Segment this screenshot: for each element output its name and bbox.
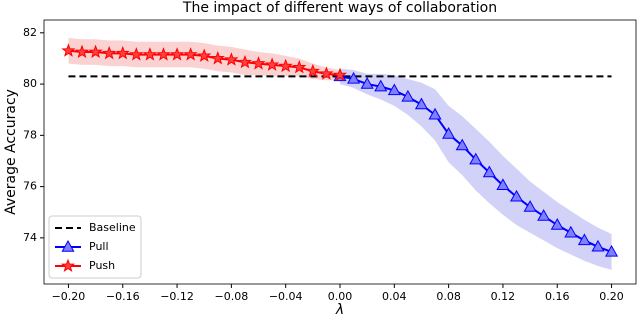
y-tick-label: 80 <box>23 77 37 90</box>
data-point <box>237 54 253 69</box>
data-point <box>564 225 578 238</box>
data-point <box>347 71 361 84</box>
legend-label: Pull <box>89 240 109 253</box>
data-point <box>265 57 280 71</box>
data-point <box>401 89 415 102</box>
data-point <box>278 58 293 73</box>
data-point <box>360 77 374 89</box>
data-point <box>442 127 456 139</box>
x-tick-label: 0.00 <box>328 290 353 303</box>
data-point <box>251 56 266 70</box>
data-point <box>88 44 103 59</box>
x-tick-label: −0.04 <box>269 290 303 303</box>
data-point <box>210 51 225 65</box>
data-point <box>197 48 212 62</box>
confidence-band <box>68 37 340 81</box>
data-point <box>374 79 388 92</box>
legend-label: Baseline <box>89 221 136 234</box>
data-point <box>156 47 171 61</box>
x-tick-label: 0.12 <box>491 290 516 303</box>
legend-marker <box>61 239 75 252</box>
data-point <box>482 165 496 178</box>
data-point <box>61 43 76 57</box>
data-point <box>170 47 185 61</box>
x-tick-label: −0.08 <box>215 290 249 303</box>
data-point <box>319 66 334 80</box>
data-point <box>509 189 524 202</box>
y-tick-label: 78 <box>23 128 37 141</box>
x-tick-label: 0.08 <box>436 290 461 303</box>
data-point <box>142 47 157 61</box>
y-axis-label: Average Accuracy <box>3 89 19 215</box>
x-tick-label: 0.20 <box>599 290 624 303</box>
data-point <box>537 209 551 221</box>
data-point <box>292 59 307 74</box>
data-point <box>605 244 619 257</box>
data-point <box>332 67 348 82</box>
data-point <box>115 45 130 60</box>
x-axis-label: λ <box>335 302 344 318</box>
legend-box <box>48 215 142 279</box>
data-point <box>414 97 429 110</box>
y-tick-label: 76 <box>23 180 37 193</box>
data-point <box>577 233 591 246</box>
data-point <box>523 200 537 212</box>
data-point <box>74 44 90 59</box>
data-point <box>305 63 320 78</box>
x-tick-label: −0.16 <box>106 290 140 303</box>
data-point <box>591 239 605 252</box>
x-tick-label: −0.20 <box>52 290 86 303</box>
confidence-band <box>340 68 612 270</box>
chart-title: The impact of different ways of collabor… <box>182 0 497 16</box>
data-point <box>129 47 144 61</box>
data-point <box>550 218 564 230</box>
data-point <box>183 47 198 61</box>
data-point <box>455 138 469 151</box>
x-tick-label: −0.12 <box>160 290 194 303</box>
data-point <box>224 52 239 66</box>
data-point <box>387 83 401 96</box>
data-point <box>469 152 483 165</box>
x-tick-label: 0.04 <box>382 290 407 303</box>
legend-label: Push <box>89 259 115 272</box>
data-point <box>428 107 442 120</box>
legend-marker <box>60 258 76 273</box>
data-point <box>102 45 117 60</box>
y-tick-label: 74 <box>23 231 37 244</box>
y-tick-label: 82 <box>23 26 37 39</box>
data-point <box>496 178 510 191</box>
x-tick-label: 0.16 <box>545 290 570 303</box>
